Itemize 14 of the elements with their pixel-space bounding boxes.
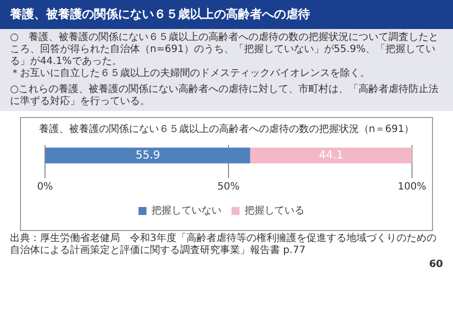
text: ○ 養護、被養護の関係にない６５歳以上の高齢者への虐待の数の把握状況について調査したところ、回答が得られた自治体（n=691）のうち、「把握していない」が55.9%、「把握している」が44.1%であった。	[10, 32, 440, 68]
source-note: 出典：厚生労働省老健局 令和3年度「高齢者虐待等の権利擁護を促進する地域づくりのための自治体による計画策定と評価に関する調査研究事業」報告書 p.77	[10, 233, 438, 257]
legend-label: 把握している	[244, 204, 304, 217]
data-label: 44.1	[318, 148, 344, 162]
x-tick-label: 100%	[398, 182, 426, 193]
text: 養護、被養護の関係にない６５歳以上の高齢者への虐待	[0, 0, 453, 29]
x-tick-label: 0%	[37, 182, 53, 193]
legend-label: 把握していない	[152, 204, 222, 217]
x-tick-label: 50%	[217, 182, 240, 193]
text: 60	[428, 259, 443, 270]
text: ○これらの養護、被養護の関係にない高齢者への虐待に対して、市町村は、「高齢者虐待防止法に準ずる対応」を行っている。	[10, 84, 440, 108]
text: ＊お互いに自立した６５歳以上の夫婦間のドメスティックバイオレンスを除く。	[10, 68, 371, 80]
data-label: 55.9	[136, 148, 160, 162]
chart-title: 養護、被養護の関係にない６５歳以上の高齢者への虐待の数の把握状況（n＝691）	[38, 122, 416, 136]
